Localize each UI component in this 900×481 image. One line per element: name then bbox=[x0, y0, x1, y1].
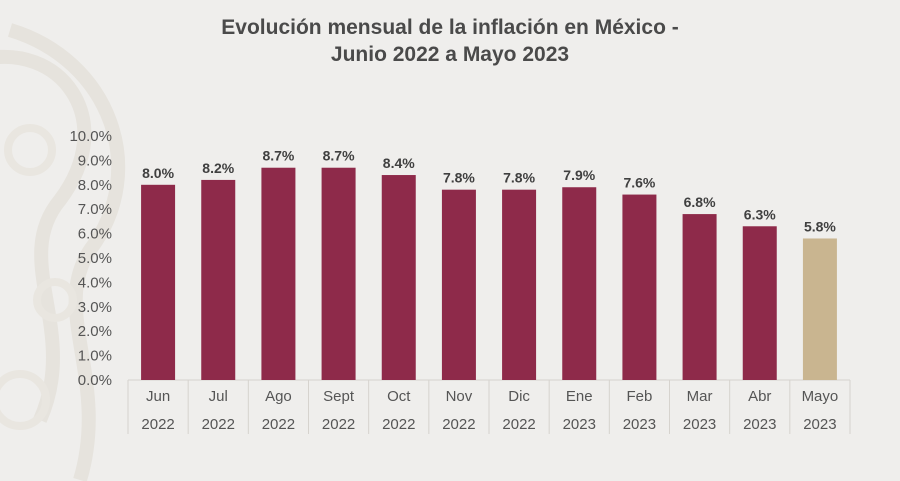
bar bbox=[141, 184, 176, 380]
data-label: 7.6% bbox=[623, 175, 655, 191]
x-tick-label-year: 2022 bbox=[322, 416, 355, 433]
data-label: 7.8% bbox=[503, 170, 535, 186]
data-label: 6.3% bbox=[744, 206, 776, 222]
x-tick-label-year: 2023 bbox=[743, 416, 776, 433]
x-tick-label-month: Mar bbox=[687, 388, 713, 405]
x-tick-label-year: 2022 bbox=[202, 416, 235, 433]
x-tick-label-year: 2022 bbox=[442, 416, 475, 433]
y-tick-label: 4.0% bbox=[78, 274, 112, 291]
x-tick-label-year: 2023 bbox=[803, 416, 836, 433]
y-tick-label: 1.0% bbox=[78, 348, 112, 365]
x-tick-label-year: 2022 bbox=[141, 416, 174, 433]
bar bbox=[201, 179, 236, 380]
y-tick-label: 8.0% bbox=[78, 177, 112, 194]
x-tick-label-year: 2023 bbox=[683, 416, 716, 433]
y-tick-label: 0.0% bbox=[78, 372, 112, 389]
y-tick-label: 6.0% bbox=[78, 226, 112, 243]
data-label: 8.7% bbox=[323, 148, 355, 164]
x-tick-label-month: Sept bbox=[323, 388, 355, 405]
x-tick-label-year: 2022 bbox=[262, 416, 295, 433]
y-tick-label: 3.0% bbox=[78, 299, 112, 316]
bar bbox=[682, 214, 717, 380]
y-tick-label: 2.0% bbox=[78, 323, 112, 340]
x-tick-label-month: Mayo bbox=[802, 388, 839, 405]
x-tick-label-month: Jun bbox=[146, 388, 170, 405]
data-label: 8.0% bbox=[142, 165, 174, 181]
y-tick-label: 7.0% bbox=[78, 201, 112, 218]
bar bbox=[502, 189, 537, 380]
data-label: 8.2% bbox=[202, 160, 234, 176]
bar bbox=[381, 175, 416, 380]
bar bbox=[562, 187, 597, 380]
x-tick-label-month: Nov bbox=[446, 388, 473, 405]
x-tick-label-year: 2022 bbox=[502, 416, 535, 433]
x-tick-label-month: Feb bbox=[626, 388, 652, 405]
x-tick-label-year: 2023 bbox=[623, 416, 656, 433]
x-tick-label-year: 2022 bbox=[382, 416, 415, 433]
chart-title-line-1: Evolución mensual de la inflación en Méx… bbox=[221, 16, 679, 39]
x-tick-label-year: 2023 bbox=[563, 416, 596, 433]
chart-title: Evolución mensual de la inflación en Méx… bbox=[0, 14, 900, 68]
bar bbox=[261, 167, 296, 380]
x-tick-label-month: Oct bbox=[387, 388, 411, 405]
bar bbox=[622, 194, 657, 380]
chart-title-line-2: Junio 2022 a Mayo 2023 bbox=[330, 43, 570, 66]
data-label: 6.8% bbox=[684, 194, 716, 210]
x-tick-label-month: Dic bbox=[508, 388, 530, 405]
data-label: 8.4% bbox=[383, 155, 415, 171]
data-label: 8.7% bbox=[262, 148, 294, 164]
x-tick-label-month: Jul bbox=[209, 388, 228, 405]
bar bbox=[441, 189, 476, 380]
bar bbox=[742, 226, 777, 380]
data-label: 5.8% bbox=[804, 218, 836, 234]
x-tick-label-month: Ene bbox=[566, 388, 593, 405]
x-tick-label-month: Ago bbox=[265, 388, 292, 405]
x-tick-label-month: Abr bbox=[748, 388, 771, 405]
bar bbox=[802, 238, 837, 380]
y-tick-label: 5.0% bbox=[78, 250, 112, 267]
y-tick-label: 10.0% bbox=[69, 128, 112, 145]
data-label: 7.9% bbox=[563, 167, 595, 183]
y-tick-label: 9.0% bbox=[78, 152, 112, 169]
data-label: 7.8% bbox=[443, 170, 475, 186]
bar bbox=[321, 167, 356, 380]
